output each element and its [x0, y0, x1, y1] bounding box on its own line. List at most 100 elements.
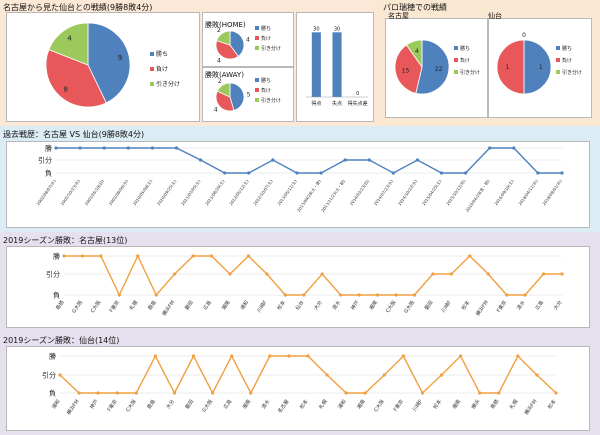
history-xlabel-3: 2003/08/06(水) [107, 178, 129, 207]
home-legend-swatch-勝ち [255, 26, 259, 30]
sendai_season-point-13 [306, 354, 310, 358]
bars-bar-失点 [332, 32, 342, 97]
nagoya_season-point-10 [246, 254, 251, 258]
sendai_season-xlabel-4: C大阪 [124, 398, 137, 413]
sendai_season-point-22 [478, 391, 482, 395]
history-point-4 [150, 146, 154, 150]
pal_sendai-legend-負け: 負け [562, 57, 572, 64]
overall-legend-勝ち: 勝ち [156, 50, 168, 58]
nagoya_season-xlabel-16: 神戸 [349, 299, 360, 311]
history-point-9 [271, 158, 275, 162]
sendai_season-xlabel-0: 浦和 [50, 398, 61, 410]
nagoya_season-point-16 [357, 293, 361, 297]
sendai_season-point-10 [249, 391, 253, 395]
overall-value-勝ち: 9 [118, 54, 122, 62]
nagoya_season-point-12 [283, 293, 287, 297]
pal_nagoya-legend-勝ち: 勝ち [460, 45, 470, 52]
history-title: 過去戦歴：名古屋 VS 仙台(9勝8敗4分) [3, 130, 145, 139]
nagoya_season-xlabel-15: 清水 [331, 299, 342, 311]
nagoya_season-point-13 [302, 293, 306, 297]
history-point-1 [78, 146, 82, 150]
sendai_season-point-25 [535, 373, 539, 377]
home-slice-勝ち [229, 30, 245, 57]
nagoya_season-point-23 [486, 272, 490, 276]
pal_sendai-value-引き分け: 0 [522, 32, 526, 39]
nagoya_season-xlabel-7: 磐田 [183, 299, 194, 311]
history-point-19 [512, 146, 516, 150]
home-value-勝ち: 4 [246, 36, 250, 43]
history-xlabel-4: 2010/05/08(土) [131, 178, 153, 207]
nagoya_season-xlabel-2: C大阪 [89, 299, 102, 314]
history-point-21 [560, 171, 564, 175]
nagoya_season-point-17 [375, 293, 380, 297]
history-xlabel-5: 2010/09/25(土) [155, 178, 177, 207]
sendai_season-xlabel-6: 大分 [165, 398, 176, 410]
sendai_season-xlabel-5: 鹿島 [146, 398, 157, 410]
history-point-20 [536, 171, 540, 175]
bars-value-得点: 30 [313, 26, 319, 32]
history-point-13 [367, 158, 371, 162]
sendai_season-xlabel-7: 磐田 [184, 398, 195, 410]
history-xlabel-16: 2015/04/25(土) [420, 178, 442, 207]
history-xlabel-10: 2013/05/11(土) [276, 178, 298, 207]
history-xlabel-0: 2002/08/07(水) [35, 178, 57, 207]
nagoya_season-xlabel-4: 札幌 [128, 299, 139, 311]
history-point-6 [198, 158, 203, 162]
bars-category-得失点差: 得失点差 [348, 100, 368, 107]
pal_sendai-slice-負け [496, 39, 525, 95]
history-ylabel-0: 勝 [45, 144, 52, 153]
sendai_season-xlabel-14: 札幌 [317, 398, 328, 410]
nagoya_season-point-8 [209, 254, 214, 258]
pal_nagoya-slice-引き分け [405, 39, 423, 69]
pal_nagoya-legend-swatch-引き分け [454, 70, 458, 74]
history-xlabel-18: 2016/04/29(金・祝) [464, 178, 491, 213]
history-point-8 [247, 171, 251, 175]
history-point-3 [126, 146, 130, 150]
nagoya_season-xlabel-24: F東京 [495, 299, 508, 314]
history-xlabel-12: 2013/11/23(土・祝) [319, 178, 346, 213]
nagoya_season-point-27 [560, 272, 564, 276]
overall-legend-swatch-引き分け [150, 82, 154, 86]
away-slice-引き分け [216, 82, 231, 98]
overall-legend-引き分け: 引き分け [156, 80, 180, 88]
sendai_season-xlabel-10: 湘南 [241, 398, 252, 410]
nagoya_season-point-1 [80, 254, 85, 258]
nagoya_season-xlabel-19: G大阪 [402, 299, 416, 314]
history-point-0 [54, 146, 58, 150]
sendai_season-point-18 [401, 354, 405, 358]
bars-value-失点: 30 [334, 26, 340, 32]
nagoya_season-ylabel-0: 勝 [53, 252, 60, 261]
sendai_season-xlabel-17: C大阪 [372, 398, 385, 413]
sendai_season-xlabel-22: 横浜 [470, 398, 481, 410]
sendai_season-xlabel-11: 清水 [260, 398, 271, 410]
overall-legend-負け: 負け [156, 65, 168, 73]
bars-bar-得点 [311, 32, 321, 97]
away-legend-引き分け: 引き分け [261, 97, 281, 104]
overall-title: 名古屋から見た仙台との戦績(9勝8敗4分) [3, 3, 153, 12]
history-xlabel-7: 2011/08/20(土) [203, 178, 225, 207]
history-point-14 [391, 171, 395, 175]
nagoya_season-xlabel-10: 浦和 [239, 299, 250, 311]
history-xlabel-15: 2014/10/22(水) [396, 178, 418, 207]
nagoya_season-xlabel-6: 横浜FM [161, 299, 177, 317]
history-xlabel-6: 2011/03/05(土) [179, 178, 201, 207]
sendai_season-xlabel-25: 横浜FM [523, 398, 539, 416]
sendai-season-panel [6, 346, 590, 431]
nagoya-season-title: 2019シーズン勝敗：名古屋(13位) [3, 236, 128, 245]
sendai_season-point-5 [153, 354, 157, 358]
sendai_season-xlabel-21: 湘南 [451, 398, 462, 410]
pal_nagoya-slice-勝ち [415, 39, 450, 95]
pal_sendai-legend-swatch-引き分け [556, 70, 560, 74]
sendai_season-xlabel-18: F東京 [392, 398, 405, 413]
nagoya_season-ylabel-1: 引分 [46, 270, 60, 279]
history-point-5 [174, 146, 179, 150]
pal-title: パロ瑞穂での戦績 [383, 3, 447, 12]
nagoya_season-xlabel-27: 大分 [552, 299, 563, 311]
nagoya_season-xlabel-17: 湘南 [368, 299, 379, 311]
overall-value-負け: 8 [63, 85, 67, 93]
nagoya_season-point-0 [62, 254, 66, 258]
home-pie-title: 勝敗(HOME) [205, 21, 246, 29]
overall-slice-負け [45, 49, 107, 108]
nagoya_season-point-6 [173, 272, 177, 276]
